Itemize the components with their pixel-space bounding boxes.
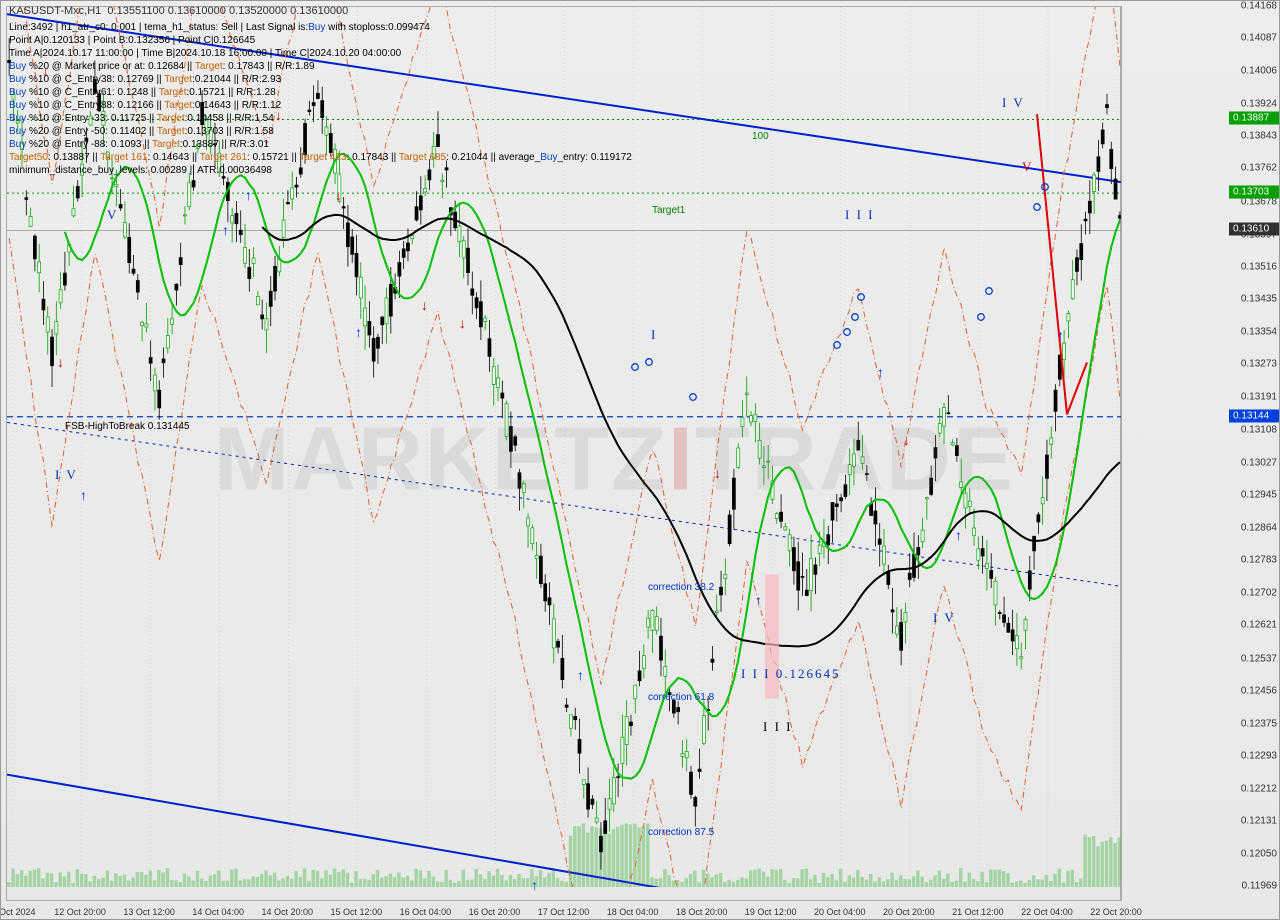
price-tick: 0.13516 [1241, 261, 1277, 272]
signal-arrow-down-icon: ↓ [57, 354, 64, 370]
price-tick: 0.12864 [1241, 522, 1277, 533]
price-tick: 0.13108 [1241, 425, 1277, 436]
watermark: MARKETZITRADE [214, 409, 1015, 512]
chart-annotation-label: V [107, 207, 118, 223]
price-tick: 0.13843 [1241, 131, 1277, 142]
chart-annotation-label: correction 38.2 [648, 582, 714, 593]
chart-annotation-label: I I I [845, 207, 875, 223]
price-tick: 0.12945 [1241, 490, 1277, 501]
signal-arrow-up-icon: ↑ [531, 877, 538, 893]
time-tick: 12 Oct 2024 [0, 907, 36, 917]
price-tick: 0.12050 [1241, 848, 1277, 859]
chart-annotation-label: I V [1002, 95, 1025, 111]
signal-arrow-up-icon: ↑ [755, 592, 762, 608]
price-tick: 0.12375 [1241, 718, 1277, 729]
price-tick: 0.13762 [1241, 163, 1277, 174]
time-tick: 20 Oct 20:00 [883, 907, 935, 917]
time-tick: 14 Oct 04:00 [192, 907, 244, 917]
signal-arrow-up-icon: ↑ [245, 187, 252, 203]
time-tick: 16 Oct 04:00 [400, 907, 452, 917]
price-tick: 0.11969 [1242, 881, 1277, 892]
chart-annotation-label: correction 61.8 [648, 692, 714, 703]
symbol-label: KASUSDT-Mxc,H1 [9, 5, 101, 17]
price-tick: 0.13354 [1241, 326, 1277, 337]
signal-arrow-up-icon: ↑ [1057, 327, 1064, 343]
price-badge: 0.13610 [1229, 223, 1279, 236]
signal-arrow-down-icon: ↓ [421, 297, 428, 313]
time-tick: 22 Oct 20:00 [1090, 907, 1142, 917]
time-tick: 18 Oct 04:00 [607, 907, 659, 917]
chart-annotation-label: Target1 [652, 205, 685, 216]
price-badge: 0.13144 [1229, 409, 1279, 422]
chart-annotation-label: I V [55, 467, 78, 483]
time-tick: 20 Oct 04:00 [814, 907, 866, 917]
signal-arrow-down-icon: ↓ [335, 187, 342, 203]
price-tick: 0.12783 [1241, 555, 1277, 566]
price-tick: 0.14087 [1241, 33, 1277, 44]
time-axis: 12 Oct 202412 Oct 20:0013 Oct 12:0014 Oc… [6, 901, 1121, 919]
price-tick: 0.12702 [1241, 587, 1277, 598]
price-tick: 0.13924 [1241, 98, 1277, 109]
signal-arrow-up-icon: ↑ [355, 324, 362, 340]
chart-annotation-label: I I I 0.126645 [741, 666, 841, 682]
price-tick: 0.12621 [1241, 620, 1277, 631]
time-tick: 21 Oct 12:00 [952, 907, 1004, 917]
chart-annotation-label: correction 87.5 [648, 827, 714, 838]
chart-header: KASUSDT-Mxc,H1 0.13551100 0.13610000 0.1… [9, 5, 348, 17]
chart-container: MARKETZITRADE V I V I V V I I I I I V I I I 0.1… [0, 0, 1280, 920]
time-tick: 19 Oct 12:00 [745, 907, 797, 917]
signal-arrow-down-icon: ↓ [459, 315, 466, 331]
price-tick: 0.12456 [1241, 686, 1277, 697]
price-tick: 0.14006 [1241, 65, 1277, 76]
price-tick: 0.12293 [1241, 751, 1277, 762]
chart-annotation-label: I [651, 327, 657, 343]
signal-arrow-up-icon: ↑ [80, 487, 87, 503]
signal-arrow-up-icon: ↑ [955, 527, 962, 543]
time-tick: 17 Oct 12:00 [538, 907, 590, 917]
price-tick: 0.14168 [1241, 1, 1277, 12]
price-badge: 0.13703 [1229, 186, 1279, 199]
chart-annotation-label: FSB-HighToBreak 0.131445 [65, 421, 190, 432]
signal-arrow-up-icon: ↑ [577, 667, 584, 683]
signal-arrow-down-icon: ↓ [903, 432, 910, 448]
price-badge: 0.13887 [1229, 112, 1279, 125]
price-tick: 0.12131 [1241, 816, 1277, 827]
price-tick: 0.13435 [1241, 294, 1277, 305]
time-tick: 18 Oct 20:00 [676, 907, 728, 917]
price-tick: 0.13027 [1241, 457, 1277, 468]
time-tick: 14 Oct 20:00 [261, 907, 313, 917]
time-tick: 16 Oct 20:00 [469, 907, 521, 917]
chart-annotation-label: 100 [752, 131, 769, 142]
time-tick: 15 Oct 12:00 [331, 907, 383, 917]
price-tick: 0.13273 [1241, 359, 1277, 370]
chart-annotation-label: I V [933, 610, 956, 626]
chart-annotation-label: V [1022, 159, 1033, 175]
price-tick: 0.12212 [1241, 783, 1277, 794]
chart-annotation-label: I I I [763, 719, 793, 735]
price-axis: 0.141680.140870.140060.139240.138430.137… [1121, 6, 1279, 901]
price-tick: 0.13191 [1241, 391, 1277, 402]
ohlc-values: 0.13551100 0.13610000 0.13520000 0.13610… [107, 5, 348, 17]
price-tick: 0.12537 [1241, 653, 1277, 664]
strategy-info-block: Line:3492 | h1_atr_c0: 0.001 | tema_h1_s… [9, 21, 632, 177]
time-tick: 13 Oct 12:00 [123, 907, 175, 917]
signal-arrow-down-icon: ↓ [714, 465, 721, 481]
signal-arrow-up-icon: ↑ [877, 364, 884, 380]
time-tick: 22 Oct 04:00 [1021, 907, 1073, 917]
time-tick: 12 Oct 20:00 [54, 907, 106, 917]
signal-arrow-up-icon: ↑ [222, 222, 229, 238]
